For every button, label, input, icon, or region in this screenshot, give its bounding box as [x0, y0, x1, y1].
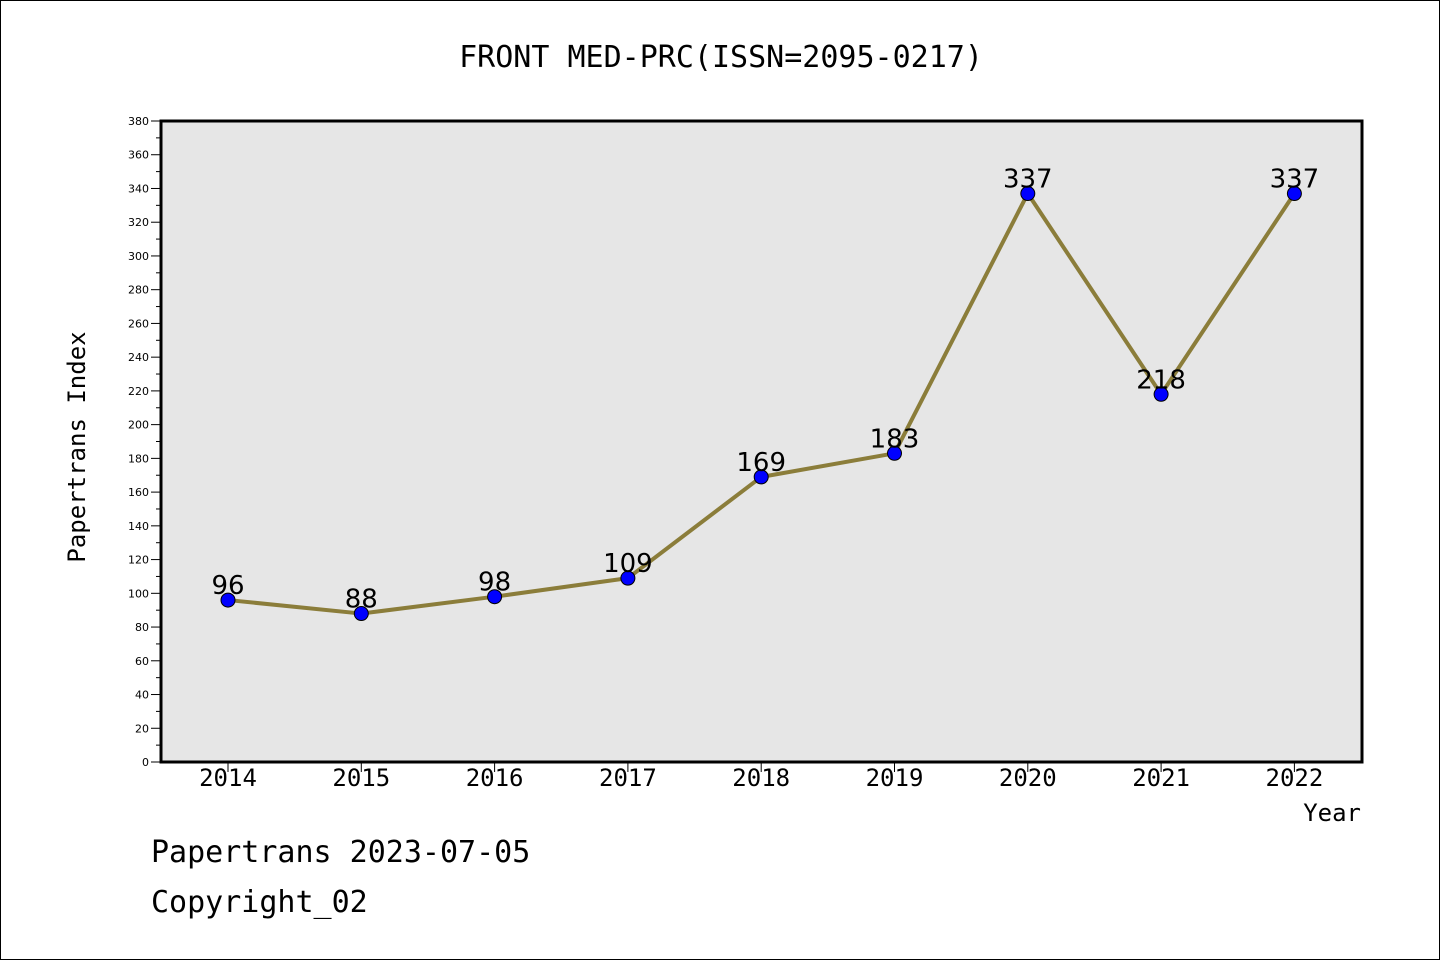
footer-copyright: Copyright_02 [151, 885, 368, 920]
y-tick-label: 200 [128, 419, 149, 432]
data-label: 218 [1136, 365, 1186, 395]
data-label: 98 [478, 568, 511, 598]
data-label: 337 [1270, 165, 1320, 195]
y-tick-label: 0 [142, 756, 149, 769]
y-axis-label: Papertrans Index [63, 331, 91, 562]
y-axis-ticks: 0 20 40 60 80 100 120 140 160 180 200 220 240 260 280 3… [128, 115, 161, 769]
x-tick-label: 2020 [999, 764, 1057, 792]
data-point [353, 606, 369, 622]
y-tick-label: 360 [128, 149, 149, 162]
y-tick-label: 340 [128, 182, 149, 195]
data-point [1020, 186, 1036, 202]
x-axis-ticks: 2014 2015 2016 2017 2018 2019 2020 2021 2022 [199, 762, 1323, 792]
y-tick-label: 240 [128, 351, 149, 364]
y-tick-label: 260 [128, 317, 149, 330]
data-label: 183 [870, 424, 920, 454]
x-tick-label: 2018 [732, 764, 790, 792]
y-tick-label: 300 [128, 250, 149, 263]
y-tick-label: 320 [128, 216, 149, 229]
x-tick-label: 2022 [1266, 764, 1324, 792]
y-tick-label: 220 [128, 385, 149, 398]
data-label: 96 [211, 571, 244, 601]
data-label: 169 [736, 448, 786, 478]
data-label: 88 [345, 585, 378, 615]
footer-date: Papertrans 2023-07-05 [151, 835, 531, 870]
x-tick-label: 2017 [599, 764, 657, 792]
y-tick-label: 280 [128, 284, 149, 297]
data-label: 109 [603, 549, 653, 579]
y-tick-label: 120 [128, 554, 149, 567]
data-label: 337 [1003, 165, 1053, 195]
data-point [1286, 186, 1302, 202]
x-tick-label: 2014 [199, 764, 257, 792]
plot-frame [159, 119, 1364, 764]
y-tick-label: 380 [128, 115, 149, 128]
y-tick-label: 140 [128, 520, 149, 533]
plot-area [161, 121, 1362, 762]
data-point [887, 445, 902, 461]
data-point [620, 570, 636, 586]
x-tick-label: 2019 [866, 764, 924, 792]
data-point [220, 592, 236, 608]
x-axis-label: Year [1303, 799, 1361, 827]
chart-title: FRONT MED-PRC(ISSN=2095-0217) [459, 40, 983, 75]
y-tick-label: 80 [135, 621, 149, 634]
y-tick-label: 180 [128, 452, 149, 465]
data-point [1153, 386, 1169, 402]
x-tick-label: 2016 [466, 764, 524, 792]
series-layer: 96 88 98 109 169 183 337 218 337 [211, 165, 1320, 622]
data-point [753, 469, 769, 485]
x-tick-label: 2021 [1132, 764, 1190, 792]
y-tick-label: 60 [135, 655, 149, 668]
y-tick-label: 100 [128, 587, 149, 600]
y-tick-label: 20 [135, 722, 149, 735]
y-tick-label: 160 [128, 486, 149, 499]
y-tick-label: 40 [135, 689, 149, 702]
x-tick-label: 2015 [332, 764, 390, 792]
data-point [487, 589, 503, 605]
